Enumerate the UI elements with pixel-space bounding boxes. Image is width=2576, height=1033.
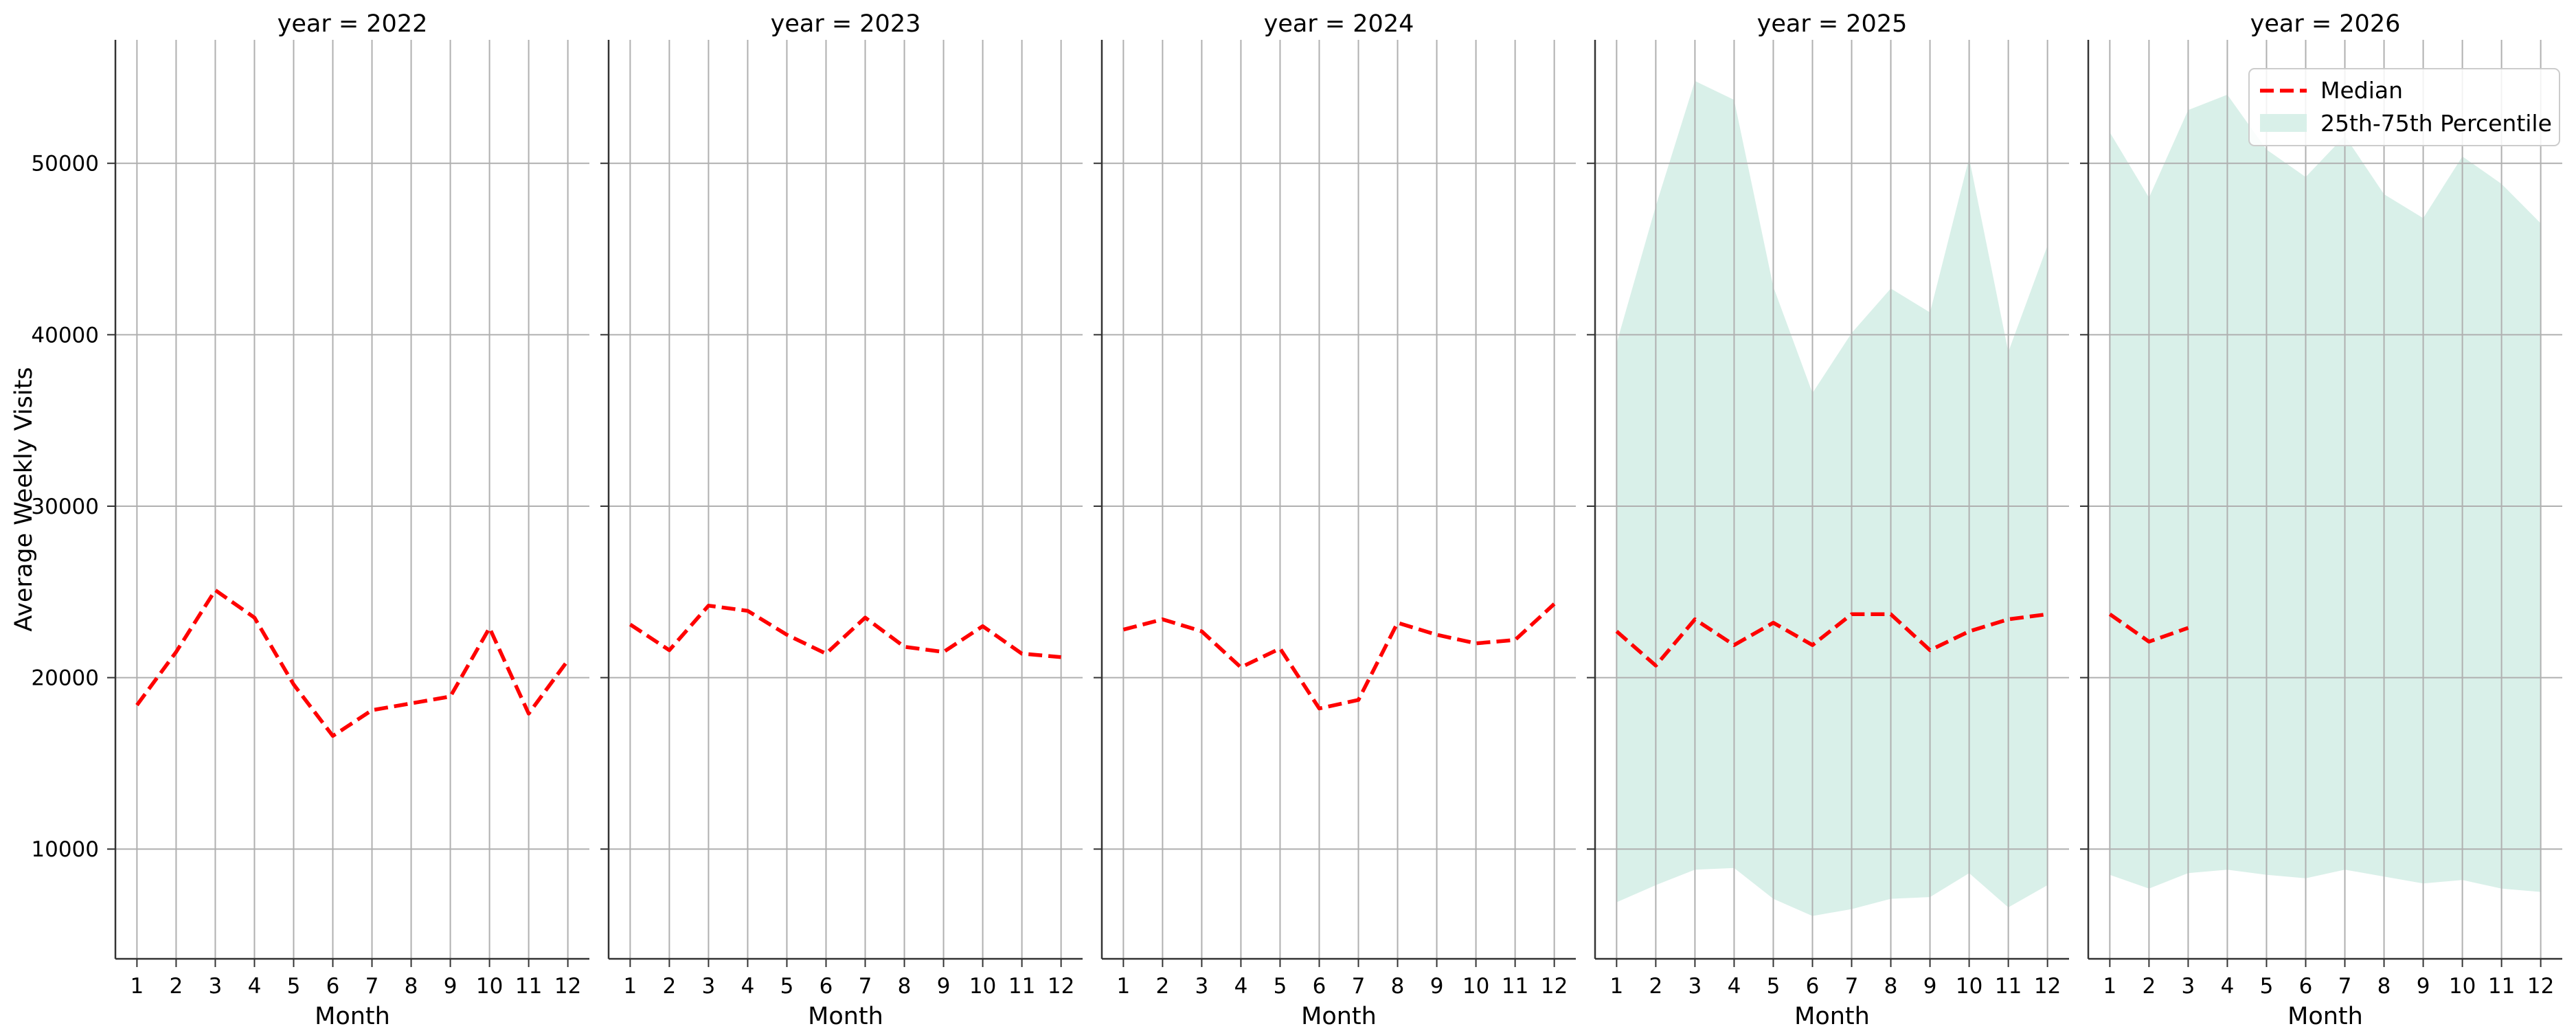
panel-title: year = 2022 xyxy=(278,10,428,38)
x-tick-label: 2 xyxy=(663,974,677,999)
x-tick-label: 1 xyxy=(623,974,637,999)
x-tick-label: 8 xyxy=(898,974,912,999)
legend-median-label: Median xyxy=(2320,77,2403,104)
x-tick-label: 5 xyxy=(2260,974,2274,999)
y-tick-label: 20000 xyxy=(31,666,99,691)
percentile-band xyxy=(2110,94,2541,892)
x-tick-label: 12 xyxy=(2527,974,2554,999)
x-tick-label: 1 xyxy=(2103,974,2116,999)
panel-title: year = 2023 xyxy=(771,10,921,38)
x-axis-label: Month xyxy=(1794,1003,1870,1030)
x-tick-label: 3 xyxy=(2182,974,2195,999)
legend-band-label: 25th-75th Percentile xyxy=(2320,110,2552,137)
x-axis-label: Month xyxy=(808,1003,883,1030)
legend-band-swatch xyxy=(2260,114,2307,132)
x-tick-label: 2 xyxy=(170,974,183,999)
x-axis-label: Month xyxy=(2287,1003,2363,1030)
x-axis-label: Month xyxy=(1301,1003,1377,1030)
x-tick-label: 8 xyxy=(1884,974,1898,999)
panel-title: year = 2024 xyxy=(1264,10,1414,38)
x-tick-label: 6 xyxy=(1313,974,1326,999)
x-tick-label: 2 xyxy=(1156,974,1170,999)
x-tick-label: 6 xyxy=(1806,974,1820,999)
x-tick-label: 12 xyxy=(1048,974,1074,999)
x-tick-label: 12 xyxy=(2034,974,2061,999)
x-tick-label: 5 xyxy=(1274,974,1287,999)
x-tick-label: 9 xyxy=(444,974,457,999)
y-tick-label: 30000 xyxy=(31,495,99,519)
y-axis-label: Average Weekly Visits xyxy=(10,367,38,631)
x-tick-label: 12 xyxy=(1541,974,1568,999)
panel-title: year = 2026 xyxy=(2250,10,2401,38)
x-tick-label: 8 xyxy=(405,974,418,999)
x-tick-label: 6 xyxy=(820,974,833,999)
x-tick-label: 9 xyxy=(1923,974,1937,999)
x-tick-label: 1 xyxy=(130,974,144,999)
y-tick-label: 10000 xyxy=(31,837,99,862)
x-tick-label: 8 xyxy=(1391,974,1405,999)
x-tick-label: 4 xyxy=(2221,974,2235,999)
median-line xyxy=(2108,613,2189,644)
x-tick-label: 4 xyxy=(248,974,262,999)
y-tick-label: 40000 xyxy=(31,323,99,348)
x-tick-label: 4 xyxy=(1728,974,1741,999)
x-tick-label: 3 xyxy=(1688,974,1702,999)
legend-box xyxy=(2248,68,2560,146)
x-tick-label: 11 xyxy=(515,974,542,999)
x-tick-label: 4 xyxy=(741,974,755,999)
x-tick-label: 6 xyxy=(2299,974,2313,999)
x-tick-label: 4 xyxy=(1234,974,1248,999)
percentile-band xyxy=(1616,80,2048,916)
x-tick-label: 9 xyxy=(2417,974,2430,999)
x-tick-label: 3 xyxy=(702,974,716,999)
x-tick-label: 10 xyxy=(476,974,503,999)
x-tick-label: 10 xyxy=(1956,974,1982,999)
y-tick-label: 50000 xyxy=(31,152,99,177)
x-tick-label: 11 xyxy=(1502,974,1528,999)
median-line xyxy=(135,588,569,738)
x-tick-label: 5 xyxy=(1767,974,1781,999)
x-tick-label: 7 xyxy=(1845,974,1859,999)
x-tick-label: 6 xyxy=(326,974,340,999)
x-tick-label: 2 xyxy=(2143,974,2156,999)
x-tick-label: 8 xyxy=(2377,974,2391,999)
x-tick-label: 11 xyxy=(1995,974,2022,999)
panel-2022: 1 2 3 4 5 6 7 8 9 10 11 121000020000300004000050000… xyxy=(31,10,589,1030)
x-tick-label: 11 xyxy=(2488,974,2515,999)
median-line xyxy=(629,604,1061,659)
x-tick-label: 1 xyxy=(1116,974,1130,999)
median-line xyxy=(1615,612,2048,668)
x-tick-label: 10 xyxy=(1462,974,1489,999)
x-tick-label: 10 xyxy=(969,974,996,999)
x-tick-label: 9 xyxy=(1430,974,1444,999)
x-tick-label: 5 xyxy=(287,974,301,999)
legend: Median 25th-75th Percentile xyxy=(2248,68,2560,146)
x-tick-label: 9 xyxy=(937,974,951,999)
x-tick-label: 2 xyxy=(1649,974,1663,999)
x-tick-label: 10 xyxy=(2449,974,2476,999)
x-tick-label: 1 xyxy=(1609,974,1623,999)
x-tick-label: 7 xyxy=(365,974,379,999)
x-tick-label: 7 xyxy=(2338,974,2352,999)
x-tick-label: 3 xyxy=(1195,974,1209,999)
x-tick-label: 7 xyxy=(1352,974,1366,999)
x-tick-label: 5 xyxy=(780,974,794,999)
x-tick-label: 3 xyxy=(209,974,223,999)
x-axis-label: Month xyxy=(315,1003,390,1030)
x-tick-label: 7 xyxy=(859,974,872,999)
median-line xyxy=(1122,602,1556,711)
x-tick-label: 11 xyxy=(1008,974,1035,999)
panel-title: year = 2025 xyxy=(1757,10,1908,38)
x-tick-label: 12 xyxy=(554,974,581,999)
